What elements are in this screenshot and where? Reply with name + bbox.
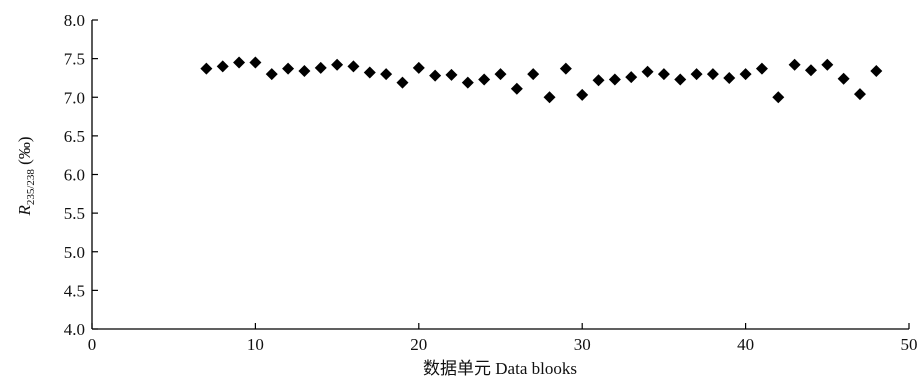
- x-axis-label: 数据单元 Data blooks: [423, 359, 577, 378]
- data-point-diamond: [331, 58, 344, 71]
- data-point-diamond: [853, 88, 866, 101]
- data-point-diamond: [527, 68, 540, 81]
- data-points: [200, 56, 883, 104]
- data-point-diamond: [772, 91, 785, 104]
- y-axis-label-subscript: 235/238: [25, 169, 37, 206]
- x-tick-label: 30: [574, 335, 591, 354]
- y-tick-label: 4.5: [64, 281, 85, 300]
- y-tick-label: 6.5: [64, 127, 85, 146]
- data-point-diamond: [298, 64, 311, 77]
- data-point-diamond: [282, 62, 295, 75]
- data-point-diamond: [412, 61, 425, 74]
- data-point-diamond: [755, 62, 768, 75]
- x-tick-label: 40: [737, 335, 754, 354]
- y-tick-label: 8.0: [64, 11, 85, 30]
- data-point-diamond: [233, 56, 246, 69]
- x-tick-label: 50: [901, 335, 918, 354]
- data-point-diamond: [429, 69, 442, 82]
- x-tick-label: 0: [88, 335, 97, 354]
- y-axis-label-main: R: [15, 205, 34, 217]
- x-axis-ticks: 0 10 20 30 40 50: [88, 323, 918, 354]
- data-point-diamond: [739, 68, 752, 81]
- data-point-diamond: [559, 62, 572, 75]
- data-point-diamond: [723, 71, 736, 84]
- data-point-diamond: [674, 73, 687, 86]
- y-tick-label: 5.0: [64, 243, 85, 262]
- y-tick-label: 5.5: [64, 204, 85, 223]
- data-point-diamond: [478, 73, 491, 86]
- data-point-diamond: [592, 74, 605, 87]
- data-point-diamond: [461, 76, 474, 89]
- y-axis-label: R235/238 (‰): [15, 136, 37, 216]
- data-point-diamond: [265, 68, 278, 81]
- data-point-diamond: [641, 65, 654, 78]
- y-axis-ticks: 4.0 4.5 5.0 5.5 6.0 6.5 7.0 7.5 8.0: [64, 11, 98, 339]
- data-point-diamond: [837, 72, 850, 85]
- data-point-diamond: [788, 58, 801, 71]
- x-tick-label: 20: [410, 335, 427, 354]
- data-point-diamond: [216, 60, 229, 73]
- y-tick-label: 4.0: [64, 320, 85, 339]
- data-point-diamond: [445, 68, 458, 81]
- data-point-diamond: [625, 71, 638, 84]
- data-point-diamond: [380, 68, 393, 81]
- plot-axes: [91, 20, 909, 330]
- data-point-diamond: [657, 68, 670, 81]
- data-point-diamond: [396, 76, 409, 89]
- data-point-diamond: [347, 60, 360, 73]
- data-point-diamond: [363, 66, 376, 79]
- data-point-diamond: [804, 64, 817, 77]
- data-point-diamond: [690, 68, 703, 81]
- y-tick-label: 7.5: [64, 50, 85, 69]
- data-point-diamond: [200, 62, 213, 75]
- data-point-diamond: [314, 61, 327, 74]
- y-tick-label: 6.0: [64, 166, 85, 185]
- data-point-diamond: [870, 64, 883, 77]
- data-point-diamond: [543, 91, 556, 104]
- data-point-diamond: [510, 82, 523, 95]
- data-point-diamond: [494, 68, 507, 81]
- data-point-diamond: [608, 73, 621, 86]
- data-point-diamond: [576, 88, 589, 101]
- x-tick-label: 10: [247, 335, 264, 354]
- y-tick-label: 7.0: [64, 88, 85, 107]
- data-point-diamond: [249, 56, 262, 69]
- data-point-diamond: [821, 58, 834, 71]
- y-axis-label-unit: (‰): [15, 136, 34, 169]
- data-point-diamond: [706, 68, 719, 81]
